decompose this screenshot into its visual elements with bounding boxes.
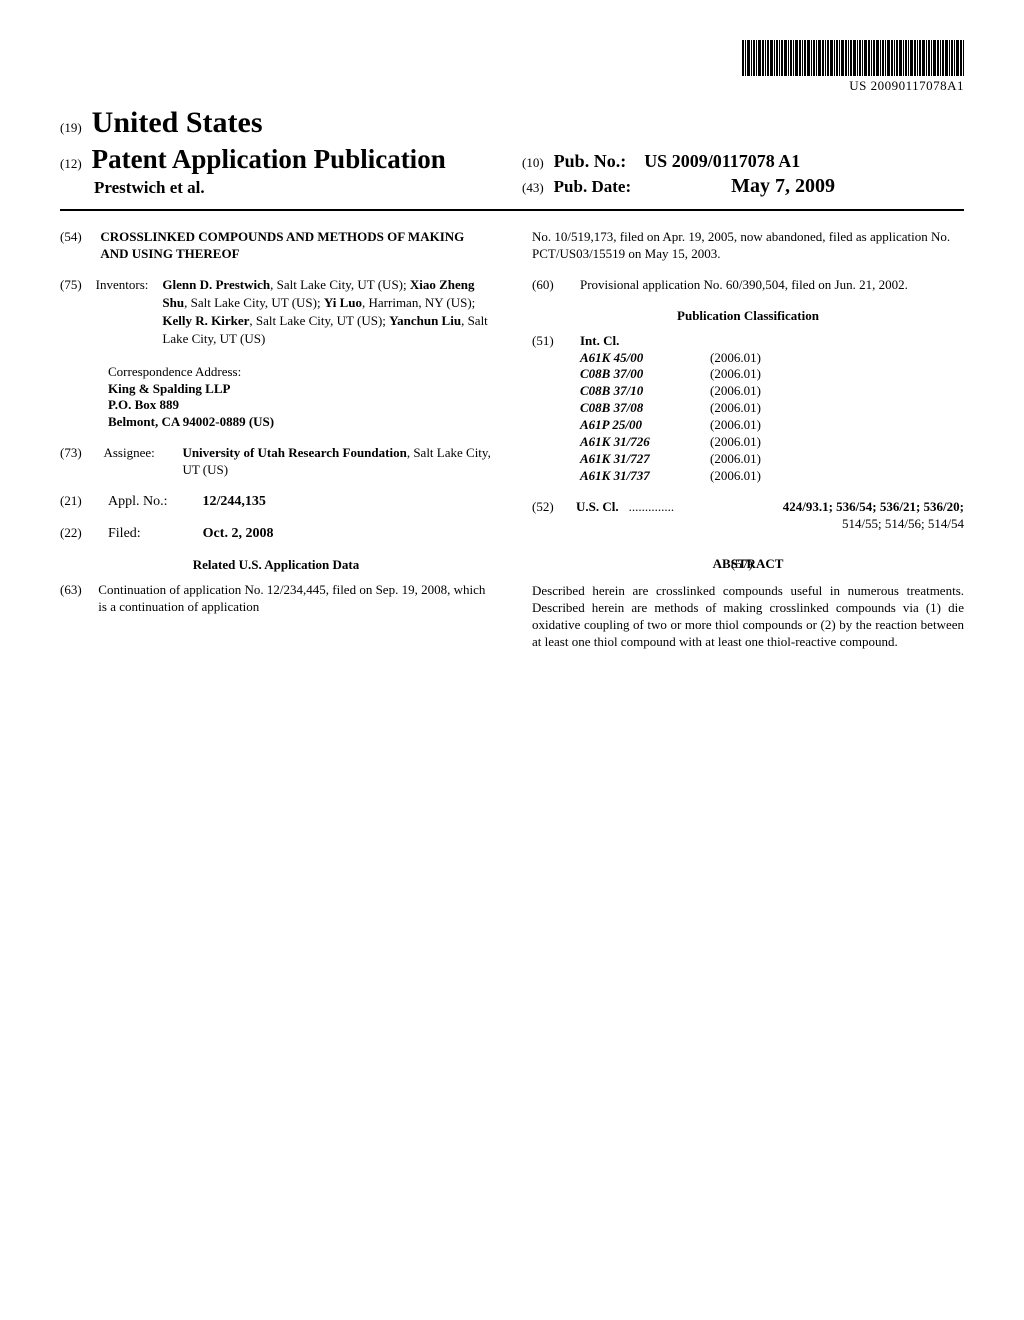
right-column: No. 10/519,173, filed on Apr. 19, 2005, … <box>532 229 964 665</box>
title-row: (19) United States (12) Patent Applicati… <box>60 103 964 199</box>
code-21: (21) <box>60 493 94 511</box>
applno-value: 12/244,135 <box>203 493 266 511</box>
code-22: (22) <box>60 525 94 543</box>
filed-label: Filed: <box>108 525 141 543</box>
continuation-section: (63) Continuation of application No. 12/… <box>60 582 492 616</box>
provisional-text: Provisional application No. 60/390,504, … <box>580 277 908 294</box>
two-column-body: (54) CROSSLINKED COMPOUNDS AND METHODS O… <box>60 229 964 665</box>
ipc-row-1: C08B 37/00(2006.01) <box>580 366 964 383</box>
corr-line-0: King & Spalding LLP <box>108 381 492 398</box>
assignee-label: Assignee: <box>103 445 168 479</box>
ipc-table: A61K 45/00(2006.01) C08B 37/00(2006.01) … <box>580 350 964 485</box>
corr-line-1: P.O. Box 889 <box>108 397 492 414</box>
uscl-label: U.S. Cl. <box>576 499 619 533</box>
correspondence-address: Correspondence Address: King & Spalding … <box>108 364 492 432</box>
ipc-row-4: A61P 25/00(2006.01) <box>580 417 964 434</box>
code-73: (73) <box>60 445 89 479</box>
invention-title: CROSSLINKED COMPOUNDS AND METHODS OF MAK… <box>100 229 492 263</box>
code-10: (10) <box>522 155 544 172</box>
applno-section: (21) Appl. No.: 12/244,135 <box>60 493 492 511</box>
barcode-label: US 20090117078A1 <box>849 78 964 95</box>
assignee-name: University of Utah Research Foundation <box>182 445 406 460</box>
ipc-row-0: A61K 45/00(2006.01) <box>580 350 964 367</box>
provisional-section: (60) Provisional application No. 60/390,… <box>532 277 964 294</box>
code-63: (63) <box>60 582 84 616</box>
left-column: (54) CROSSLINKED COMPOUNDS AND METHODS O… <box>60 229 492 665</box>
assignee-body: University of Utah Research Foundation, … <box>182 445 492 479</box>
continuation-top: No. 10/519,173, filed on Apr. 19, 2005, … <box>532 229 964 263</box>
intcl-section: (51) Int. Cl. A61K 45/00(2006.01) C08B 3… <box>532 333 964 485</box>
pubdate: May 7, 2009 <box>731 173 835 199</box>
pubdate-label: Pub. Date: <box>554 176 631 198</box>
abstract-body: Described herein are crosslinked compoun… <box>532 583 964 651</box>
filed-section: (22) Filed: Oct. 2, 2008 <box>60 525 492 543</box>
divider <box>60 209 964 211</box>
authors: Prestwich et al. <box>94 177 502 199</box>
code-19: (19) <box>60 120 82 137</box>
ipc-row-2: C08B 37/10(2006.01) <box>580 383 964 400</box>
barcode-container: US 20090117078A1 <box>742 40 964 95</box>
code-75: (75) <box>60 277 82 350</box>
code-52: (52) <box>532 499 566 533</box>
uscl-codes: 424/93.1; 536/54; 536/21; 536/20; 514/55… <box>684 499 964 533</box>
intcl-label: Int. Cl. <box>580 333 619 350</box>
title-right: (10) Pub. No.: US 2009/0117078 A1 (43) P… <box>522 150 964 199</box>
title-left: (19) United States (12) Patent Applicati… <box>60 103 502 199</box>
related-head: Related U.S. Application Data <box>60 557 492 574</box>
country: United States <box>92 103 263 142</box>
inventor-2: Yi Luo, Harriman, NY (US); <box>324 295 475 310</box>
publication-title: Patent Application Publication <box>92 142 446 177</box>
abstract-section: (57) ABSTRACT Described herein are cross… <box>532 546 964 650</box>
code-54: (54) <box>60 229 86 263</box>
header-barcode-row: US 20090117078A1 <box>60 40 964 95</box>
uscl-line1: 424/93.1; 536/54; 536/21; 536/20; <box>684 499 964 516</box>
continuation-text: Continuation of application No. 12/234,4… <box>98 582 492 616</box>
inventors-section: (75) Inventors: Glenn D. Prestwich, Salt… <box>60 277 492 350</box>
code-51: (51) <box>532 333 566 350</box>
inventors-list: Glenn D. Prestwich, Salt Lake City, UT (… <box>162 277 492 350</box>
cont-top-text: No. 10/519,173, filed on Apr. 19, 2005, … <box>532 229 964 263</box>
ipc-row-5: A61K 31/726(2006.01) <box>580 434 964 451</box>
code-57: (57) <box>731 556 765 573</box>
uscl-dots: .............. <box>629 499 675 533</box>
assignee-section: (73) Assignee: University of Utah Resear… <box>60 445 492 479</box>
corr-line-2: Belmont, CA 94002-0889 (US) <box>108 414 492 431</box>
uscl-section: (52) U.S. Cl. .............. 424/93.1; 5… <box>532 499 964 533</box>
ipc-row-6: A61K 31/727(2006.01) <box>580 451 964 468</box>
uscl-line2: 514/55; 514/56; 514/54 <box>684 516 964 533</box>
pubclass-head: Publication Classification <box>532 308 964 325</box>
pubno-label: Pub. No.: <box>554 150 627 173</box>
pubno: US 2009/0117078 A1 <box>644 150 800 173</box>
filed-value: Oct. 2, 2008 <box>203 525 274 543</box>
inventor-0: Glenn D. Prestwich, Salt Lake City, UT (… <box>162 277 409 292</box>
applno-label: Appl. No.: <box>108 493 168 511</box>
inventor-3: Kelly R. Kirker, Salt Lake City, UT (US)… <box>162 313 389 328</box>
inventors-label: Inventors: <box>96 277 149 350</box>
ipc-row-7: A61K 31/737(2006.01) <box>580 468 964 485</box>
code-60: (60) <box>532 277 566 294</box>
correspondence-label: Correspondence Address: <box>108 364 492 381</box>
code-12: (12) <box>60 156 82 173</box>
code-43: (43) <box>522 180 544 197</box>
barcode <box>742 40 964 76</box>
invention-title-section: (54) CROSSLINKED COMPOUNDS AND METHODS O… <box>60 229 492 263</box>
ipc-row-3: C08B 37/08(2006.01) <box>580 400 964 417</box>
